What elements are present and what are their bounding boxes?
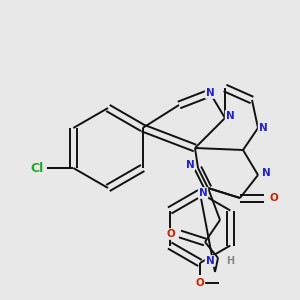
Text: O: O [167,229,176,239]
Text: O: O [196,278,204,288]
Text: N: N [186,160,194,170]
Text: N: N [226,111,234,121]
Text: N: N [259,123,267,133]
Text: N: N [199,188,207,198]
Text: Cl: Cl [31,161,44,175]
Text: N: N [206,88,214,98]
Text: N: N [206,256,214,266]
Text: N: N [262,168,270,178]
Text: H: H [226,256,234,266]
Text: O: O [270,193,278,203]
